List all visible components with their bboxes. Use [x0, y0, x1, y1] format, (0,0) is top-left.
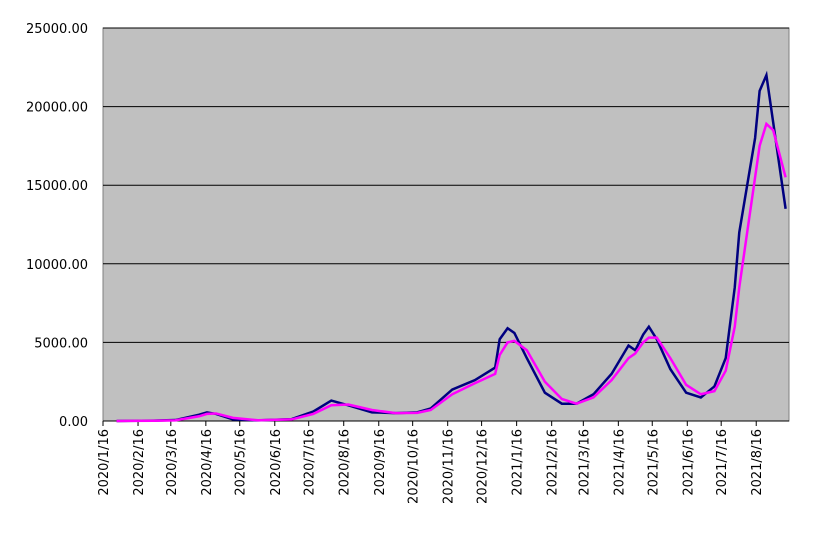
y-tick-label: 10000.00: [26, 258, 88, 273]
x-tick-label: 2020/8/16: [338, 429, 353, 496]
x-tick-label: 2020/12/16: [476, 429, 491, 504]
x-tick-label: 2020/10/16: [407, 429, 422, 504]
x-tick-label: 2020/2/16: [132, 429, 147, 496]
x-tick-label: 2020/3/16: [165, 429, 180, 496]
y-tick-label: 15000.00: [26, 179, 88, 194]
x-tick-label: 2020/1/16: [97, 429, 112, 496]
x-tick-label: 2020/6/16: [269, 429, 284, 496]
y-tick-label: 20000.00: [26, 101, 88, 116]
x-tick-label: 2020/9/16: [373, 429, 388, 496]
x-tick-label: 2021/7/16: [715, 429, 730, 496]
series-line: [116, 121, 787, 423]
x-tick-label: 2021/6/16: [681, 429, 696, 496]
x-tick-label: 2021/2/16: [546, 429, 561, 496]
x-tick-label: 2020/11/16: [442, 429, 457, 504]
plot-area: [102, 27, 790, 422]
x-tick-label: 2020/4/16: [200, 429, 215, 496]
y-tick-label: 5000.00: [34, 336, 88, 351]
y-tick-label: 0.00: [59, 415, 88, 430]
x-tick-label: 2021/8/16: [750, 429, 765, 496]
x-tick-label: 2020/7/16: [303, 429, 318, 496]
x-tick-label: 2021/5/16: [646, 429, 661, 496]
y-tick-label: 25000.00: [26, 22, 88, 37]
x-tick-label: 2020/5/16: [234, 429, 249, 496]
x-tick-label: 2021/4/16: [612, 429, 627, 496]
x-tick-label: 2021/3/16: [577, 429, 592, 496]
x-tick-label: 2021/1/16: [511, 429, 526, 496]
